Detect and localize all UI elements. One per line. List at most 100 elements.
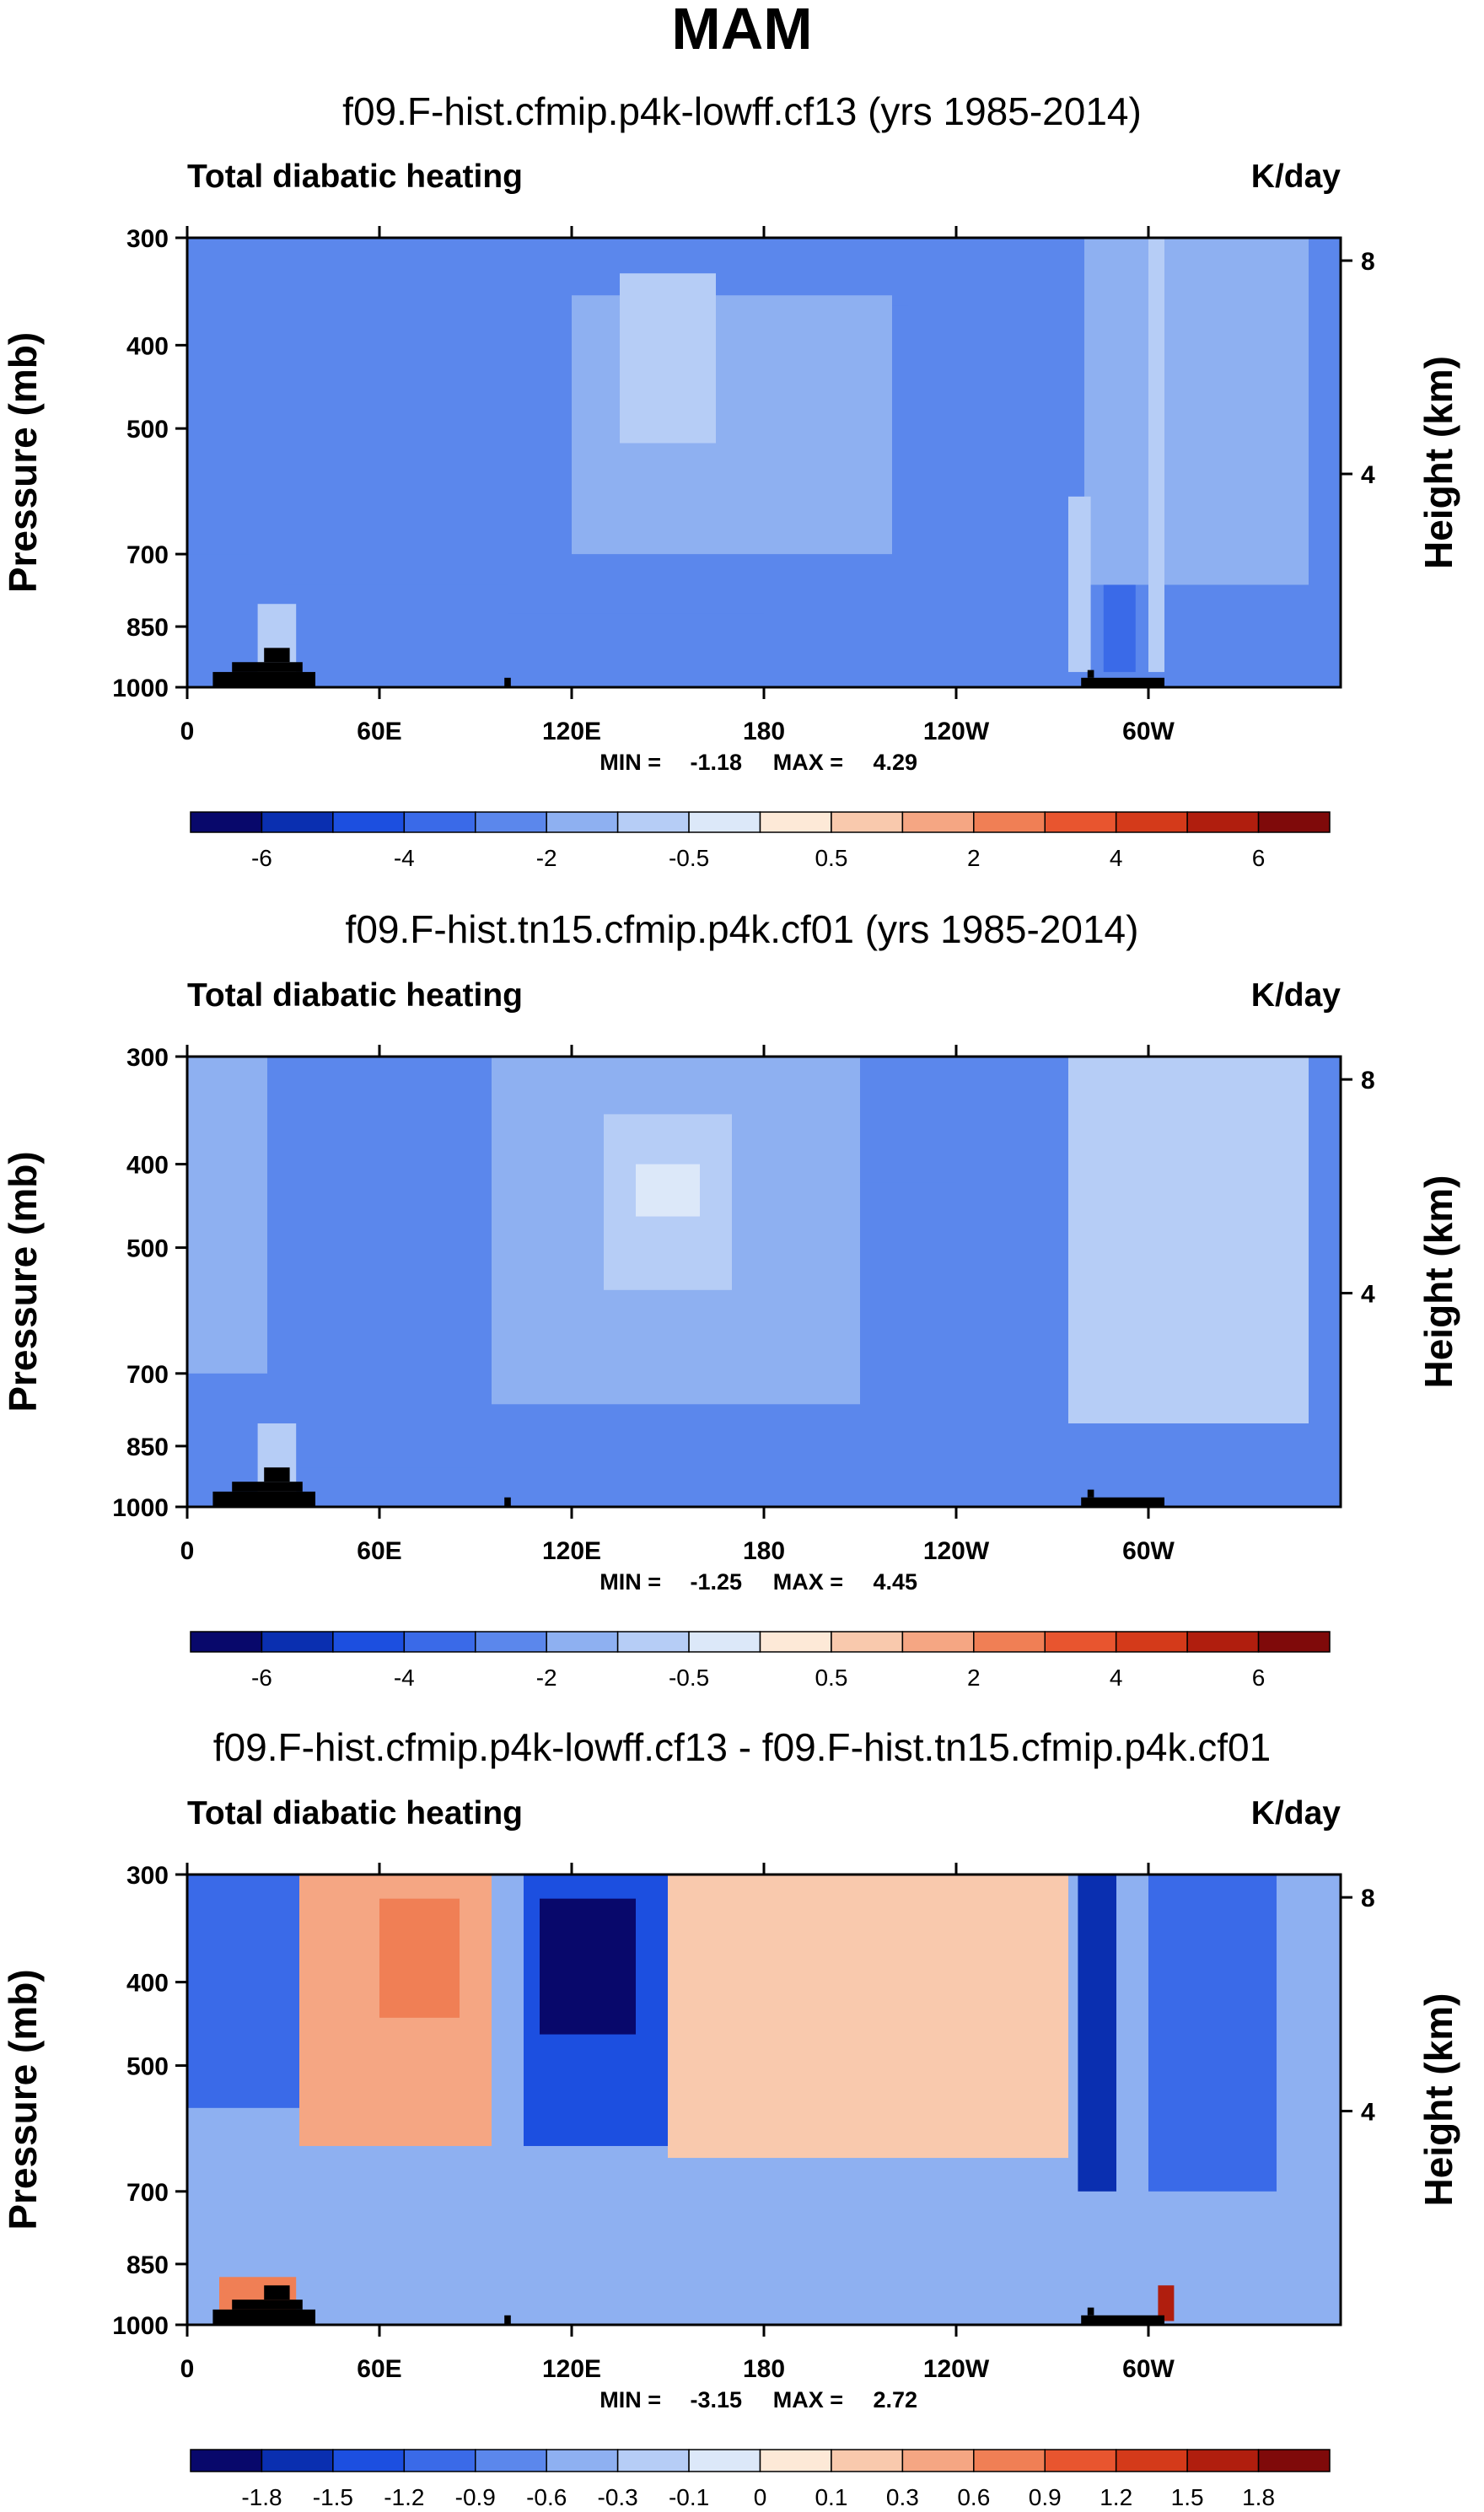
colorbar-swatch xyxy=(901,1631,975,1653)
topography-mask xyxy=(504,2315,511,2325)
pressure-tick-label: 400 xyxy=(126,332,169,360)
colorbar-label: -1.5 xyxy=(313,2484,353,2508)
max-value: 4.29 xyxy=(873,750,917,775)
cooling-region xyxy=(283,238,508,585)
colorbar-swatch xyxy=(1115,2449,1188,2472)
colorbar-label: -0.6 xyxy=(526,2484,567,2508)
cooling-region xyxy=(187,1875,299,2108)
cooling-region xyxy=(1148,1875,1277,2192)
colorbar-swatch xyxy=(688,811,761,833)
colorbar-swatch xyxy=(475,811,547,833)
min-label: MIN = xyxy=(600,750,661,775)
y-axis-label: Pressure (mb) xyxy=(1,1969,45,2230)
colorbar-swatch xyxy=(831,1631,904,1653)
colorbar-swatch xyxy=(973,1631,1046,1653)
min-label: MIN = xyxy=(600,2387,661,2412)
colorbar-label: -0.5 xyxy=(669,845,709,871)
longitude-tick-label: 0 xyxy=(180,1537,195,1565)
colorbar-label: 0.9 xyxy=(1029,2484,1062,2508)
colorbar-label: -2 xyxy=(536,1665,557,1691)
max-value: 4.45 xyxy=(873,1569,917,1595)
colorbar-swatch xyxy=(261,1631,334,1653)
heating-region xyxy=(1084,238,1309,585)
pressure-tick-label: 300 xyxy=(126,225,169,253)
colorbar-label: -6 xyxy=(251,1665,272,1691)
longitude-tick-label: 180 xyxy=(743,1537,785,1565)
colorbar-label: -0.3 xyxy=(598,2484,638,2508)
cooling-region xyxy=(508,1450,1052,1492)
colorbar-label: 4 xyxy=(1110,1665,1123,1691)
colorbar-label: -4 xyxy=(394,1665,415,1691)
colorbar-swatch xyxy=(688,2449,761,2472)
pressure-tick-label: 850 xyxy=(126,1434,169,1461)
topography-mask xyxy=(264,2285,290,2300)
colorbar-swatch xyxy=(1044,1631,1117,1653)
cooling-region xyxy=(187,238,251,555)
y-axis-right-label: Height (km) xyxy=(1417,356,1460,569)
colorbar-swatch xyxy=(688,1631,761,1653)
colorbar-label: 2 xyxy=(967,1665,981,1691)
heating-region xyxy=(620,273,716,444)
colorbar-label: -0.1 xyxy=(669,2484,709,2508)
pressure-tick-label: 300 xyxy=(126,1044,169,1072)
colorbar-swatch xyxy=(616,811,690,833)
colorbar-label: 1.5 xyxy=(1171,2484,1204,2508)
colorbar-swatch xyxy=(759,811,832,833)
colorbar-swatch xyxy=(759,2449,832,2472)
panel-title: f09.F-hist.cfmip.p4k-lowff.cf13 - f09.F-… xyxy=(213,1725,1271,1769)
max-value: 2.72 xyxy=(873,2387,917,2412)
colorbar-label: 0.1 xyxy=(815,2484,847,2508)
topography-mask xyxy=(1087,2307,1094,2316)
topography-mask xyxy=(232,1482,303,1492)
panel-2: f09.F-hist.tn15.cfmip.p4k.cf01 (yrs 1985… xyxy=(1,907,1460,1691)
topography-mask xyxy=(232,2300,303,2310)
longitude-tick-label: 180 xyxy=(743,2355,785,2383)
min-value: -3.15 xyxy=(690,2387,742,2412)
heating-region xyxy=(1068,496,1091,672)
cooling-region xyxy=(299,1057,476,1468)
height-tick-label: 8 xyxy=(1361,1067,1375,1095)
topography-mask xyxy=(1081,677,1164,687)
topography-mask xyxy=(212,2309,315,2325)
y-axis-right-label: Height (km) xyxy=(1417,1175,1460,1389)
topography-mask xyxy=(504,1497,511,1507)
height-tick-label: 4 xyxy=(1361,1281,1375,1309)
colorbar-swatch xyxy=(616,1631,690,1653)
colorbar-swatch xyxy=(616,2449,690,2472)
colorbar-swatch xyxy=(973,811,1046,833)
units-label: K/day xyxy=(1251,1795,1342,1832)
topography-mask xyxy=(1087,670,1094,678)
y-axis-right-label: Height (km) xyxy=(1417,1993,1460,2207)
longitude-tick-label: 120E xyxy=(542,2355,601,2383)
topography-mask xyxy=(212,1491,315,1507)
colorbar-label: 0.5 xyxy=(815,845,847,871)
colorbar-swatch xyxy=(1044,2449,1117,2472)
variable-label: Total diabatic heating xyxy=(187,977,523,1014)
colorbar-swatch xyxy=(973,2449,1046,2472)
height-tick-label: 8 xyxy=(1361,1885,1375,1912)
heating-region xyxy=(379,1898,460,2018)
colorbar-swatch xyxy=(261,2449,334,2472)
colorbar-swatch xyxy=(332,1631,406,1653)
pressure-tick-label: 700 xyxy=(126,1361,169,1389)
pressure-tick-label: 400 xyxy=(126,1970,169,1998)
pressure-tick-label: 300 xyxy=(126,1862,169,1890)
colorbar-swatch xyxy=(1044,811,1117,833)
main-title: MAM xyxy=(671,0,812,62)
colorbar-label: -6 xyxy=(251,845,272,871)
colorbar-label: -0.9 xyxy=(455,2484,496,2508)
colorbar-swatch xyxy=(475,2449,547,2472)
longitude-tick-label: 60E xyxy=(357,718,401,745)
colorbar-label: -2 xyxy=(536,845,557,871)
colorbar-swatch xyxy=(190,811,263,833)
min-value: -1.25 xyxy=(690,1569,742,1595)
colorbar-swatch xyxy=(901,2449,975,2472)
y-axis-label: Pressure (mb) xyxy=(1,1151,45,1412)
topography-mask xyxy=(232,662,303,672)
cooling-region xyxy=(780,238,908,306)
pressure-tick-label: 850 xyxy=(126,2251,169,2279)
heating-region xyxy=(668,1875,1068,2159)
longitude-tick-label: 60E xyxy=(357,2355,401,2383)
cooling-region xyxy=(1103,584,1136,672)
height-tick-label: 4 xyxy=(1361,461,1375,489)
